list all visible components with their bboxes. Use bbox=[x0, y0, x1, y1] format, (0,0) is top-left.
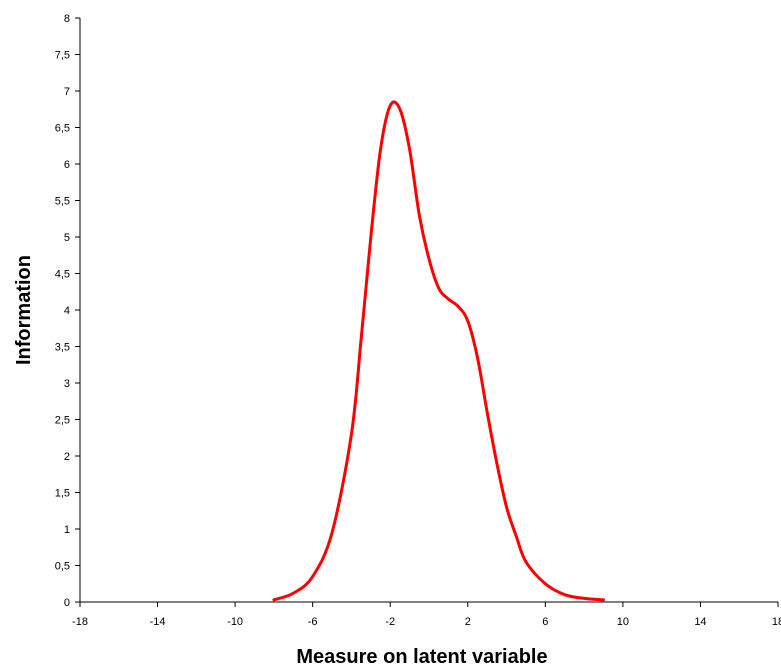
y-tick-label: 7,5 bbox=[55, 50, 70, 62]
y-tick-label: 0 bbox=[64, 597, 70, 609]
y-tick-label: 2 bbox=[64, 451, 70, 463]
x-tick-label: 6 bbox=[542, 616, 548, 628]
x-tick-label: 14 bbox=[694, 616, 706, 628]
y-tick-label: 7 bbox=[64, 86, 70, 98]
y-tick-label: 5 bbox=[64, 232, 70, 244]
y-tick-label: 4 bbox=[64, 305, 70, 317]
x-tick-label: -6 bbox=[308, 616, 318, 628]
x-tick-label: 2 bbox=[465, 616, 471, 628]
y-tick-label: 4,5 bbox=[55, 269, 70, 281]
y-tick-label: 1 bbox=[64, 524, 70, 536]
series-line-0 bbox=[272, 100, 605, 602]
y-tick-label: 5,5 bbox=[55, 196, 70, 208]
y-axis-title: Information bbox=[13, 255, 35, 365]
x-tick-label: 10 bbox=[617, 616, 629, 628]
y-tick-label: 3,5 bbox=[55, 342, 70, 354]
x-tick-label: -10 bbox=[227, 616, 243, 628]
x-tick-label: -2 bbox=[385, 616, 395, 628]
y-tick-label: 6 bbox=[64, 159, 70, 171]
y-tick-label: 3 bbox=[64, 378, 70, 390]
y-tick-label: 0,5 bbox=[55, 561, 70, 573]
y-tick-label: 6,5 bbox=[55, 123, 70, 135]
x-tick-label: 18 bbox=[772, 616, 781, 628]
y-tick-label: 1,5 bbox=[55, 488, 70, 500]
x-tick-label: -18 bbox=[72, 616, 88, 628]
x-tick-label: -14 bbox=[150, 616, 166, 628]
x-axis-title: Measure on latent variable bbox=[296, 646, 547, 668]
y-tick-label: 8 bbox=[64, 13, 70, 25]
y-tick-label: 2,5 bbox=[55, 415, 70, 427]
